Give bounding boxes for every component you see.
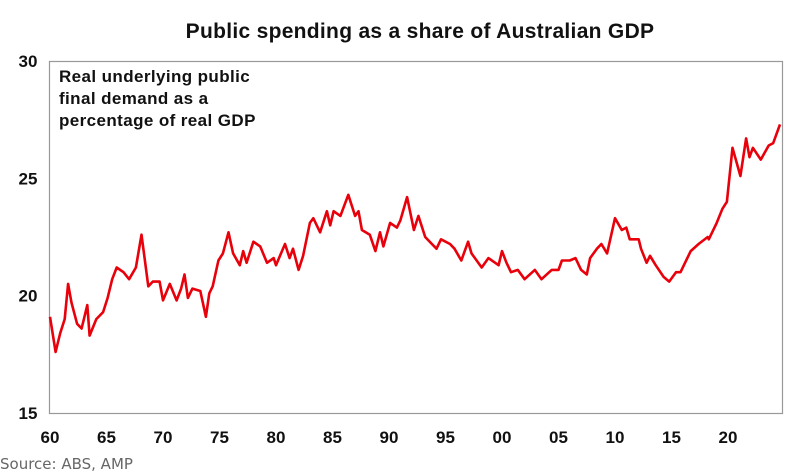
y-tick-label: 20 (19, 287, 38, 306)
x-tick-label: 10 (606, 428, 625, 447)
annotation-line: Real underlying public (59, 67, 250, 86)
annotation-line: percentage of real GDP (59, 111, 256, 130)
annotation-line: final demand as a (59, 89, 209, 108)
y-tick-label: 15 (19, 404, 38, 423)
x-tick-label: 85 (323, 428, 342, 447)
x-tick-label: 70 (154, 428, 173, 447)
x-tick-label: 00 (493, 428, 512, 447)
x-tick-label: 05 (549, 428, 568, 447)
series-line (48, 123, 782, 354)
y-axis-ticks: 15 20 25 30 (19, 52, 38, 423)
x-tick-label: 65 (97, 428, 116, 447)
x-tick-label: 95 (436, 428, 455, 447)
y-tick-label: 25 (19, 169, 38, 188)
x-tick-label: 90 (380, 428, 399, 447)
x-tick-label: 80 (267, 428, 286, 447)
plot-frame (48, 60, 784, 415)
chart-annotation: Real underlying public final demand as a p… (59, 67, 256, 130)
y-tick-label: 30 (19, 52, 38, 71)
x-tick-label: 20 (719, 428, 738, 447)
source-note: Source: ABS, AMP (0, 455, 133, 473)
chart-title: Public spending as a share of Australian… (185, 20, 655, 43)
x-tick-label: 75 (210, 428, 229, 447)
x-tick-label: 60 (41, 428, 60, 447)
x-axis-ticks: 60 65 70 75 80 85 90 95 00 05 10 15 20 (41, 428, 738, 447)
x-tick-label: 15 (662, 428, 681, 447)
